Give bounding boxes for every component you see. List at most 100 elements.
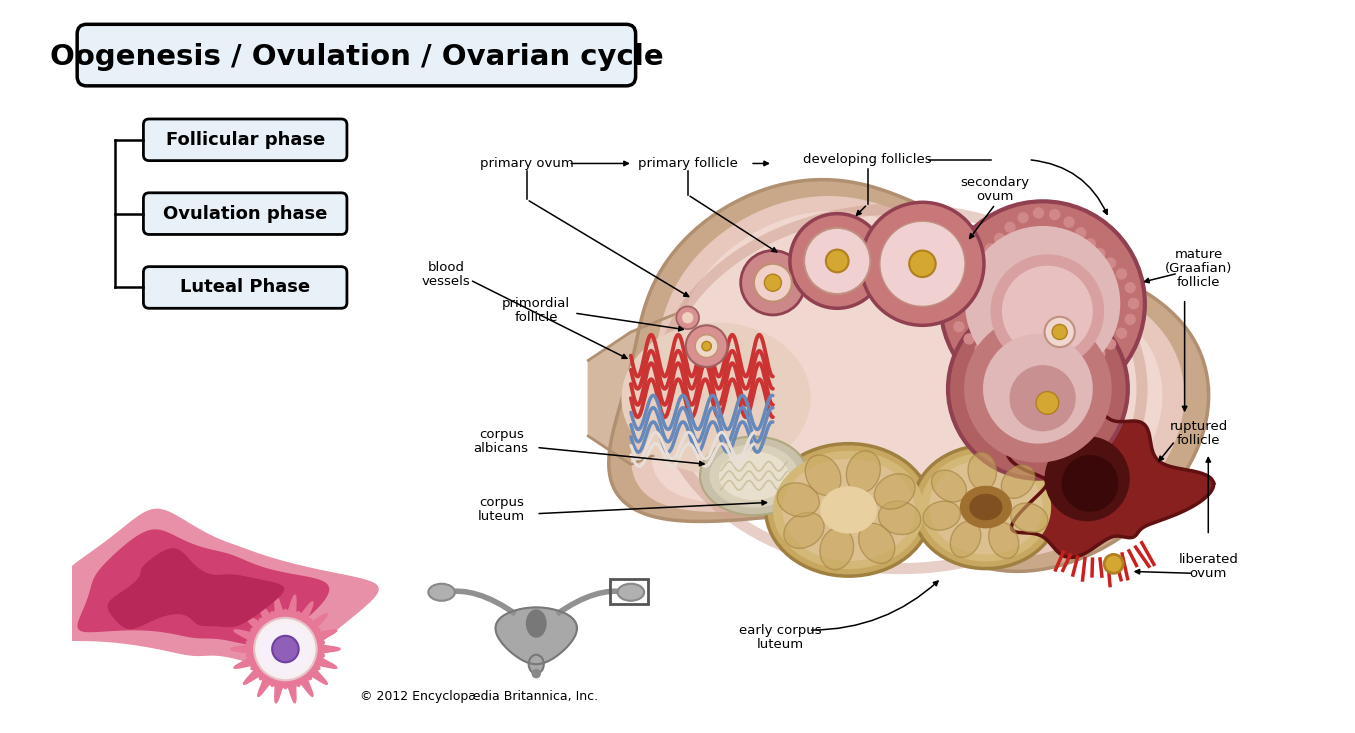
Ellipse shape	[820, 486, 877, 534]
Text: vessels: vessels	[421, 276, 470, 288]
Circle shape	[702, 342, 711, 351]
Circle shape	[985, 353, 996, 364]
Circle shape	[255, 618, 317, 680]
Circle shape	[1045, 317, 1075, 347]
Circle shape	[970, 260, 978, 268]
Circle shape	[682, 312, 694, 323]
Circle shape	[995, 232, 1005, 244]
Circle shape	[985, 243, 996, 254]
Polygon shape	[230, 595, 340, 703]
Polygon shape	[631, 196, 1184, 557]
Ellipse shape	[912, 446, 1060, 569]
Circle shape	[916, 308, 923, 316]
Circle shape	[1117, 268, 1127, 279]
Text: Oogenesis / Ovulation / Ovarian cycle: Oogenesis / Ovulation / Ovarian cycle	[50, 43, 663, 71]
Ellipse shape	[778, 483, 820, 517]
Circle shape	[1064, 379, 1075, 391]
Circle shape	[970, 260, 978, 268]
Circle shape	[804, 228, 870, 294]
Circle shape	[881, 229, 888, 236]
Circle shape	[953, 321, 965, 332]
Text: follicle: follicle	[1177, 276, 1221, 290]
Circle shape	[1049, 209, 1061, 220]
Circle shape	[1084, 358, 1096, 369]
Text: luteum: luteum	[478, 510, 524, 523]
Circle shape	[959, 235, 966, 243]
Circle shape	[1045, 436, 1130, 521]
Ellipse shape	[920, 453, 1051, 561]
Ellipse shape	[874, 474, 915, 509]
Circle shape	[879, 221, 965, 306]
Ellipse shape	[526, 609, 546, 638]
Circle shape	[938, 222, 946, 229]
Circle shape	[1018, 383, 1028, 395]
Ellipse shape	[1011, 503, 1047, 532]
Circle shape	[967, 273, 974, 281]
Circle shape	[259, 622, 312, 676]
Ellipse shape	[528, 655, 543, 674]
Circle shape	[967, 246, 974, 254]
FancyBboxPatch shape	[144, 267, 347, 309]
Circle shape	[1104, 554, 1123, 573]
Ellipse shape	[772, 451, 924, 569]
Circle shape	[827, 250, 848, 273]
Text: secondary: secondary	[961, 176, 1030, 189]
Circle shape	[963, 334, 974, 345]
Circle shape	[1075, 369, 1087, 380]
Circle shape	[1084, 238, 1096, 249]
Circle shape	[947, 306, 958, 317]
Circle shape	[947, 290, 958, 301]
Polygon shape	[79, 530, 328, 644]
Circle shape	[909, 251, 936, 277]
Polygon shape	[588, 313, 698, 465]
Text: primary ovum: primary ovum	[480, 157, 573, 170]
FancyBboxPatch shape	[77, 24, 635, 86]
Circle shape	[1125, 282, 1135, 293]
Text: corpus: corpus	[478, 427, 523, 441]
Circle shape	[953, 275, 965, 286]
Text: corpus: corpus	[478, 496, 523, 509]
Circle shape	[1125, 314, 1135, 325]
Ellipse shape	[878, 501, 921, 534]
Circle shape	[948, 228, 957, 236]
Circle shape	[1051, 325, 1068, 339]
Circle shape	[1061, 455, 1118, 512]
Ellipse shape	[720, 452, 789, 500]
Circle shape	[948, 292, 957, 300]
Circle shape	[1064, 216, 1075, 228]
Ellipse shape	[989, 522, 1019, 559]
Text: luteum: luteum	[757, 638, 804, 651]
Circle shape	[764, 274, 782, 291]
Polygon shape	[608, 180, 1209, 571]
Circle shape	[982, 334, 1092, 443]
Circle shape	[889, 218, 896, 225]
Circle shape	[877, 266, 883, 273]
Circle shape	[860, 202, 984, 325]
Circle shape	[1033, 388, 1045, 400]
Ellipse shape	[782, 459, 915, 561]
Ellipse shape	[428, 583, 455, 601]
Circle shape	[1004, 221, 1016, 233]
Polygon shape	[1007, 398, 1214, 558]
Ellipse shape	[622, 323, 810, 474]
Circle shape	[963, 262, 974, 274]
Ellipse shape	[766, 443, 931, 576]
Circle shape	[1127, 298, 1140, 309]
Circle shape	[877, 254, 883, 262]
Text: blood: blood	[428, 261, 465, 274]
Circle shape	[965, 226, 1121, 381]
Ellipse shape	[967, 452, 996, 490]
Text: Ovulation phase: Ovulation phase	[163, 205, 328, 223]
Ellipse shape	[820, 528, 854, 570]
Ellipse shape	[1001, 465, 1035, 498]
Circle shape	[1104, 339, 1117, 350]
Text: primary follicle: primary follicle	[638, 157, 737, 170]
Text: ovum: ovum	[977, 190, 1014, 203]
Text: follicle: follicle	[1177, 435, 1221, 447]
Circle shape	[272, 636, 298, 663]
Circle shape	[1037, 391, 1058, 414]
Circle shape	[1104, 257, 1117, 269]
Ellipse shape	[805, 455, 841, 496]
Circle shape	[790, 213, 885, 309]
Circle shape	[1033, 207, 1045, 218]
